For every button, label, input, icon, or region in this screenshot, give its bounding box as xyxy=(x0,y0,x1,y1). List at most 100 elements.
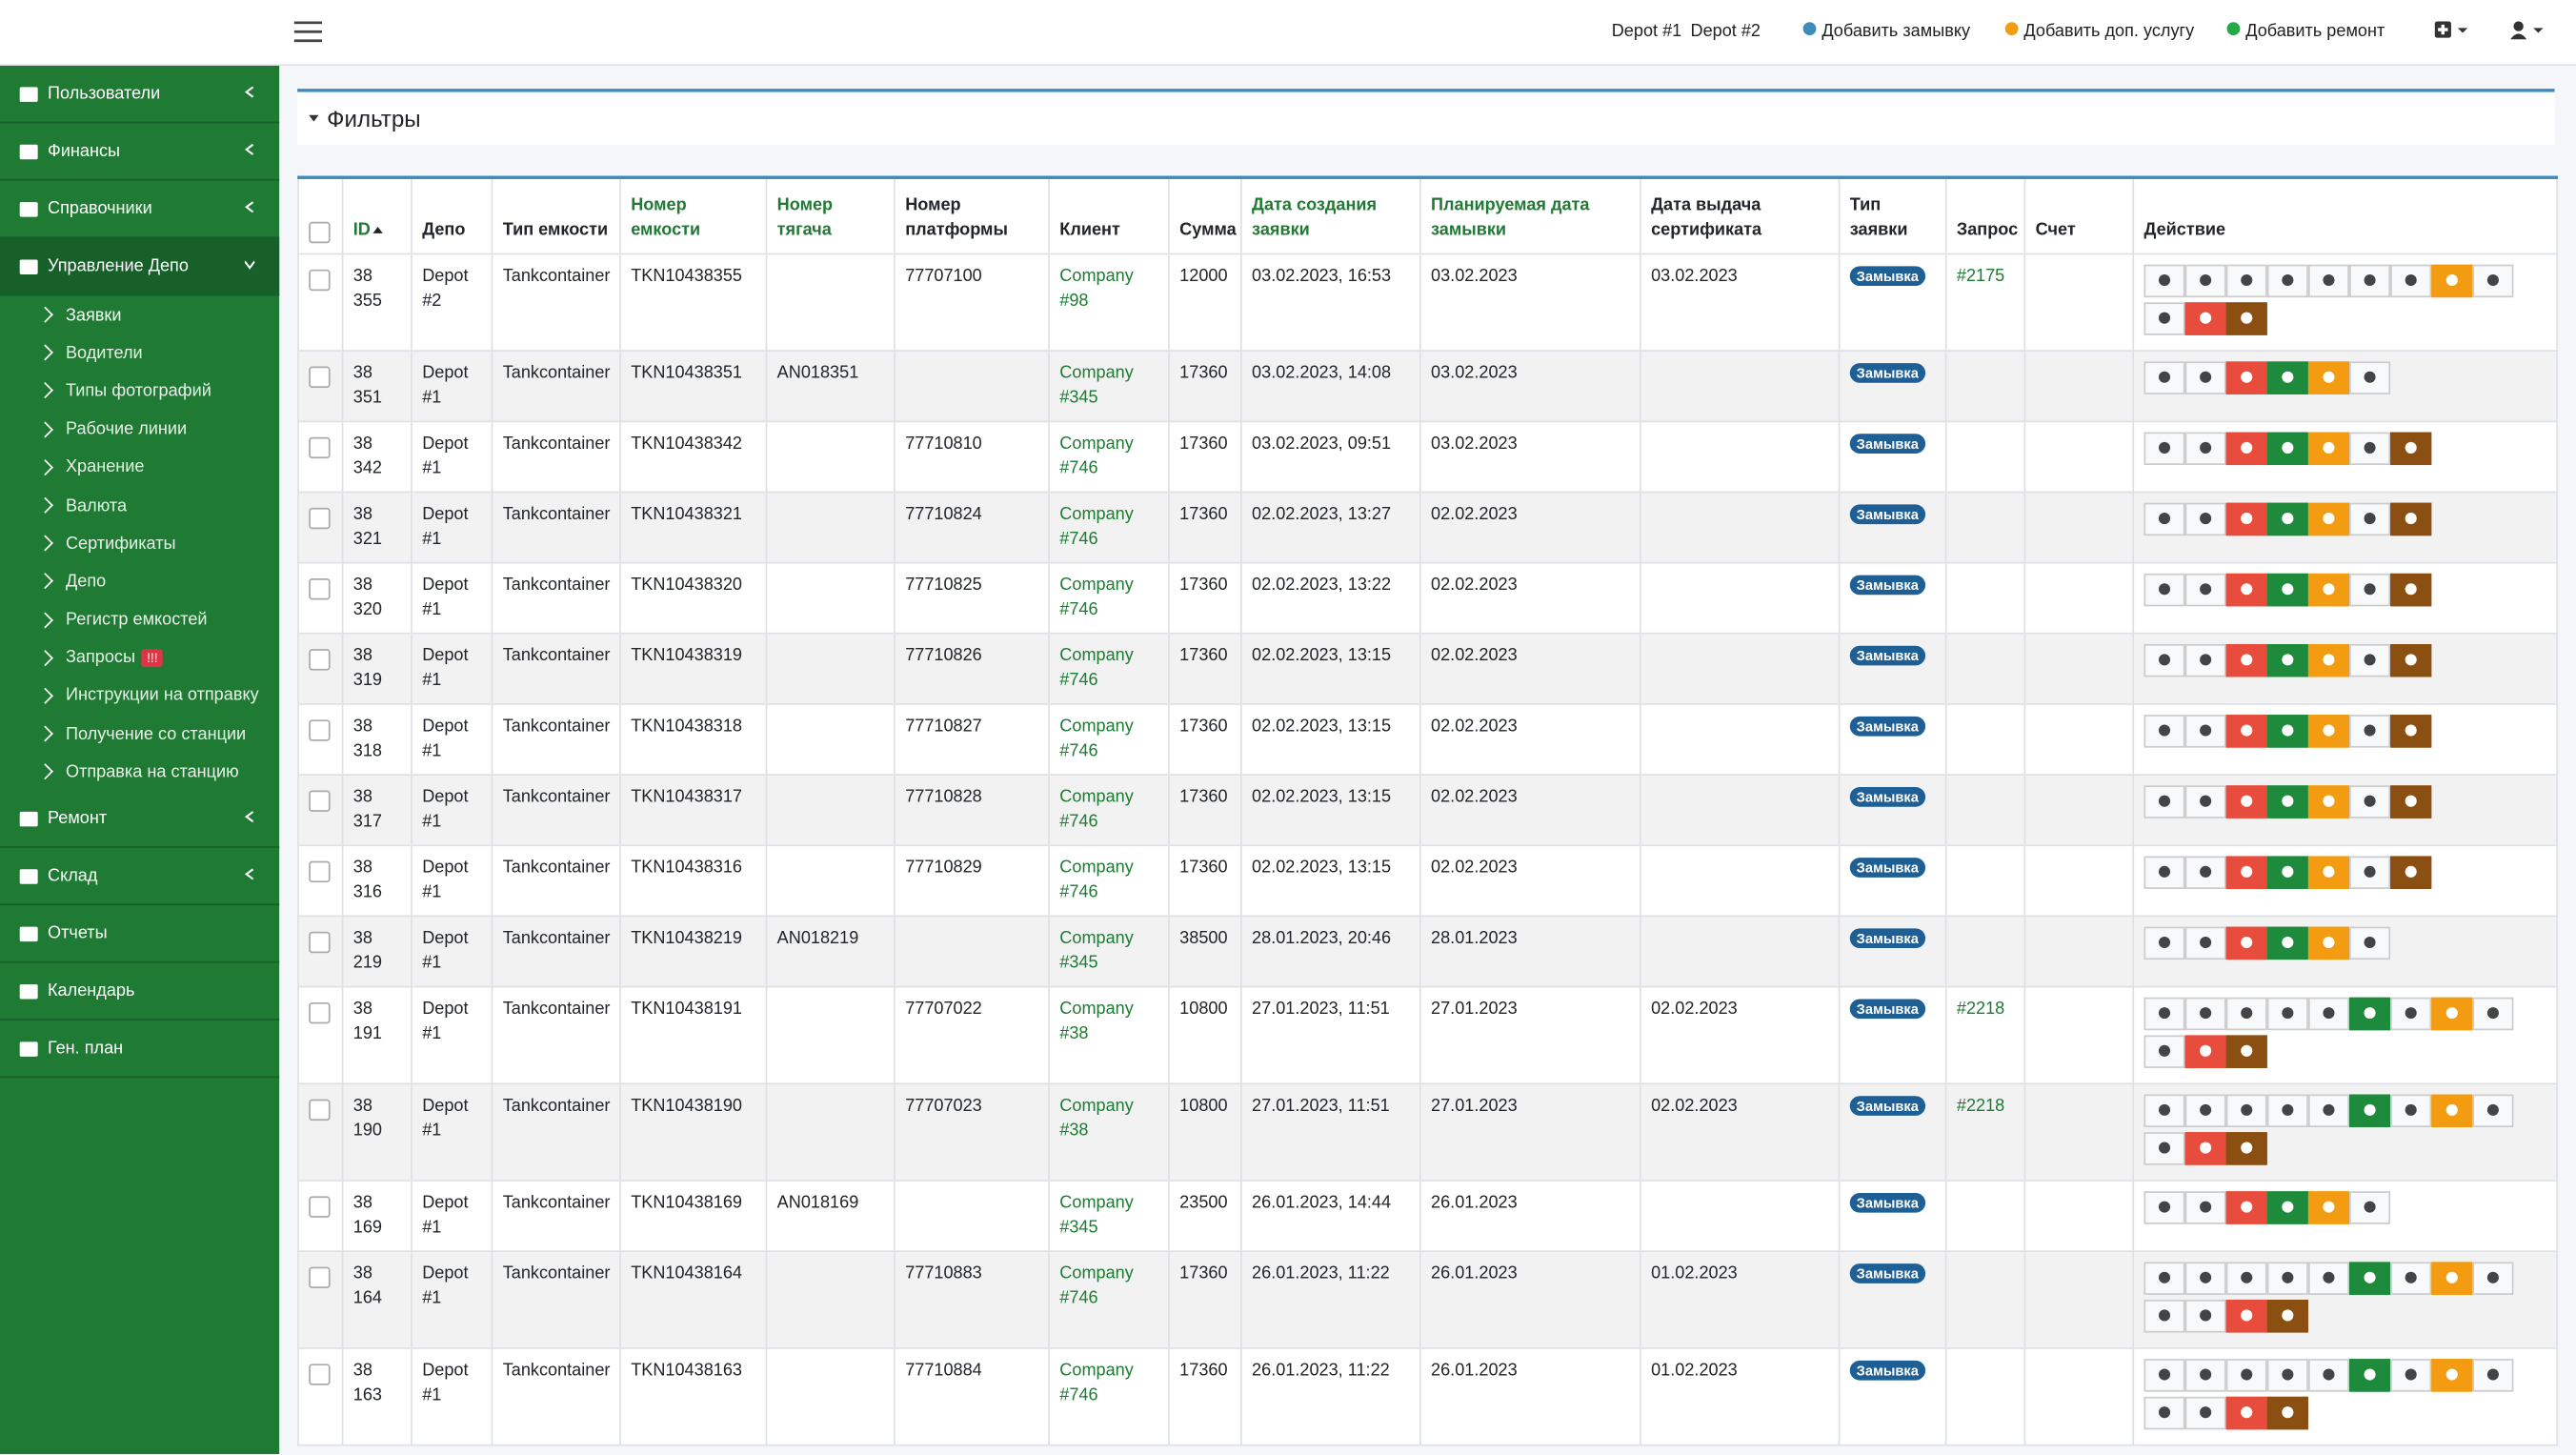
add-link[interactable]: Добавить доп. услугу xyxy=(2004,21,2194,41)
link[interactable]: #2218 xyxy=(1956,1095,2005,1116)
action-button[interactable] xyxy=(2266,431,2308,465)
action-button[interactable] xyxy=(2349,360,2391,394)
nav-subitem[interactable]: Депо xyxy=(0,562,279,600)
nav-subitem[interactable]: Сертификаты xyxy=(0,524,279,562)
nav-subitem[interactable]: Водители xyxy=(0,333,279,372)
action-button[interactable] xyxy=(2390,1358,2432,1391)
filters-panel[interactable]: Фильтры xyxy=(297,89,2555,145)
action-button[interactable] xyxy=(2390,263,2432,297)
action-button[interactable] xyxy=(2225,1395,2267,1429)
action-button[interactable] xyxy=(2349,572,2391,606)
action-button[interactable] xyxy=(2184,263,2226,297)
action-button[interactable] xyxy=(2266,360,2308,394)
add-link[interactable]: Добавить ремонт xyxy=(2226,21,2385,41)
action-button[interactable] xyxy=(2349,996,2391,1030)
action-button[interactable] xyxy=(2349,501,2391,536)
action-button[interactable] xyxy=(2225,360,2267,394)
checkbox[interactable] xyxy=(309,577,331,599)
action-button[interactable] xyxy=(2472,1358,2514,1391)
action-button[interactable] xyxy=(2349,431,2391,465)
action-button[interactable] xyxy=(2266,855,2308,889)
menu-toggle[interactable] xyxy=(293,21,323,43)
action-button[interactable] xyxy=(2184,1261,2226,1295)
link[interactable]: Company #98 xyxy=(1059,265,1134,311)
link[interactable]: Company #38 xyxy=(1059,1095,1134,1140)
checkbox[interactable] xyxy=(309,1098,331,1121)
action-button[interactable] xyxy=(2266,1261,2308,1295)
action-button[interactable] xyxy=(2349,1358,2391,1391)
link[interactable]: Company #345 xyxy=(1059,1192,1134,1237)
action-button[interactable] xyxy=(2472,1093,2514,1127)
action-button[interactable] xyxy=(2349,855,2391,889)
action-button[interactable] xyxy=(2307,925,2350,960)
action-button[interactable] xyxy=(2184,301,2226,334)
action-button[interactable] xyxy=(2225,431,2267,465)
nav-subitem[interactable]: Рабочие линии xyxy=(0,410,279,448)
link[interactable]: Company #746 xyxy=(1059,857,1134,901)
checkbox[interactable] xyxy=(309,1195,331,1217)
action-button[interactable] xyxy=(2184,1093,2226,1127)
nav-subitem[interactable]: Отправка на станцию xyxy=(0,753,279,791)
action-button[interactable] xyxy=(2349,784,2391,818)
column-header[interactable]: ID xyxy=(341,176,413,254)
action-button[interactable] xyxy=(2143,1299,2185,1332)
action-button[interactable] xyxy=(2390,996,2432,1030)
action-button[interactable] xyxy=(2431,263,2473,297)
depot-link[interactable]: Depot #1 xyxy=(1611,21,1682,42)
nav-item[interactable]: Справочники xyxy=(0,181,280,239)
action-button[interactable] xyxy=(2225,1093,2267,1127)
action-button[interactable] xyxy=(2390,501,2432,536)
nav-subitem[interactable]: Запросы!!! xyxy=(0,638,279,677)
link[interactable]: #2218 xyxy=(1956,998,2005,1019)
action-button[interactable] xyxy=(2225,1034,2267,1068)
action-button[interactable] xyxy=(2349,263,2391,297)
action-button[interactable] xyxy=(2143,1358,2185,1391)
action-button[interactable] xyxy=(2184,1395,2226,1429)
action-button[interactable] xyxy=(2143,263,2185,297)
link[interactable]: Company #746 xyxy=(1059,786,1134,831)
link[interactable]: Company #746 xyxy=(1059,1263,1134,1307)
action-button[interactable] xyxy=(2143,1131,2185,1164)
action-button[interactable] xyxy=(2431,1261,2473,1295)
action-button[interactable] xyxy=(2143,996,2185,1030)
nav-subitem[interactable]: Валюта xyxy=(0,486,279,524)
checkbox[interactable] xyxy=(309,718,331,740)
action-button[interactable] xyxy=(2143,360,2185,394)
action-button[interactable] xyxy=(2472,1261,2514,1295)
action-button[interactable] xyxy=(2390,431,2432,465)
action-button[interactable] xyxy=(2184,643,2226,677)
action-button[interactable] xyxy=(2266,1358,2308,1391)
action-button[interactable] xyxy=(2225,1131,2267,1164)
column-header[interactable]: Дата создания заявки xyxy=(1239,176,1421,254)
nav-item[interactable]: Финансы xyxy=(0,123,280,181)
action-button[interactable] xyxy=(2184,1131,2226,1164)
nav-subitem[interactable]: Хранение xyxy=(0,448,279,486)
action-button[interactable] xyxy=(2266,643,2308,677)
action-button[interactable] xyxy=(2431,996,2473,1030)
action-button[interactable] xyxy=(2225,925,2267,960)
action-button[interactable] xyxy=(2390,1093,2432,1127)
action-button[interactable] xyxy=(2143,1395,2185,1429)
action-button[interactable] xyxy=(2307,643,2350,677)
checkbox[interactable] xyxy=(309,1001,331,1023)
nav-subitem[interactable]: Получение со станции xyxy=(0,715,279,753)
user-menu[interactable] xyxy=(2510,21,2546,40)
action-button[interactable] xyxy=(2307,855,2350,889)
action-button[interactable] xyxy=(2225,784,2267,818)
checkbox[interactable] xyxy=(309,507,331,529)
checkbox[interactable] xyxy=(309,930,331,953)
action-button[interactable] xyxy=(2390,572,2432,606)
action-button[interactable] xyxy=(2225,714,2267,747)
nav-subitem[interactable]: Типы фотографий xyxy=(0,372,279,410)
add-link[interactable]: Добавить замывку xyxy=(1802,21,1970,41)
checkbox[interactable] xyxy=(309,859,331,882)
action-button[interactable] xyxy=(2143,431,2185,465)
action-button[interactable] xyxy=(2225,855,2267,889)
action-button[interactable] xyxy=(2390,714,2432,747)
action-button[interactable] xyxy=(2266,1299,2308,1332)
depot-link[interactable]: Depot #2 xyxy=(1690,21,1761,42)
plus-menu[interactable] xyxy=(2434,21,2471,39)
action-button[interactable] xyxy=(2307,996,2350,1030)
link[interactable]: Company #746 xyxy=(1059,644,1134,690)
checkbox[interactable] xyxy=(309,648,331,670)
